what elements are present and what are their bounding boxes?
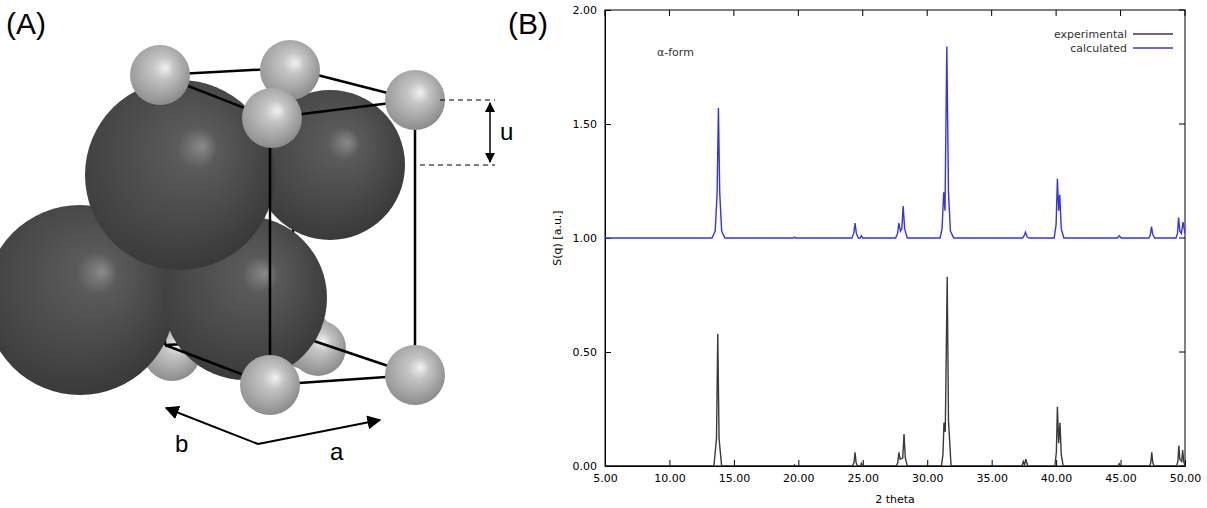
x-tick: 35.00 (976, 460, 1008, 485)
y-tick-mark-right (1179, 466, 1185, 467)
x-tick: 25.00 (848, 460, 880, 485)
dimension-label: u (500, 118, 513, 145)
plot-lines (605, 46, 1185, 466)
y-tick: 1.50 (573, 118, 612, 131)
y-tick-label: 0.00 (573, 460, 598, 473)
y-tick: 2.00 (573, 4, 612, 17)
x-tick-label: 25.00 (848, 472, 880, 485)
panel-b: (B) 5.00 10.00 15.00 20.00 25.00 30.00 35.00 40.… (508, 4, 1201, 506)
cell-edge (269, 118, 272, 385)
panel-label: (A) (6, 7, 46, 40)
x-tick: 10.00 (654, 460, 686, 485)
x-tick-mark (927, 460, 928, 466)
y-tick-mark-right (1179, 124, 1185, 125)
x-tick: 15.00 (719, 460, 751, 485)
x-tick-mark (669, 460, 670, 466)
x-axis-title: 2 theta (875, 493, 915, 506)
legend-swatch (1133, 47, 1173, 49)
plot-frame (605, 10, 1185, 466)
x-tick: 30.00 (912, 460, 944, 485)
x-tick-label: 45.00 (1105, 472, 1137, 485)
cation (385, 345, 445, 405)
x-tick-mark-top (669, 10, 670, 16)
x-tick: 20.00 (783, 460, 815, 485)
x-tick: 40.00 (1041, 460, 1073, 485)
legend-swatch (1133, 33, 1173, 35)
y-tick-mark (605, 466, 611, 467)
x-tick-label: 10.00 (654, 472, 686, 485)
y-tick-mark (605, 124, 611, 125)
legend-label: calculated (1070, 42, 1127, 55)
y-tick-label: 0.50 (573, 346, 598, 359)
guide-line (440, 100, 495, 101)
x-tick-mark-top (1120, 10, 1121, 16)
y-tick-label: 2.00 (573, 4, 598, 17)
x-tick-mark (1185, 460, 1186, 466)
y-tick-label: 1.50 (573, 118, 598, 131)
x-tick-mark (992, 460, 993, 466)
series-line (605, 46, 1185, 238)
y-tick-mark-right (1179, 10, 1185, 11)
y-tick-mark (605, 352, 611, 353)
x-tick: 50.00 (1170, 460, 1202, 485)
cation (240, 355, 300, 415)
panel-label: (B) (508, 7, 548, 40)
x-tick-mark (798, 460, 799, 466)
axis-letter: b (175, 430, 188, 457)
y-tick-mark-right (1179, 238, 1185, 239)
x-tick-label: 20.00 (783, 472, 815, 485)
cation (385, 70, 445, 130)
x-tick-mark-top (733, 10, 734, 16)
x-tick-mark-top (991, 10, 992, 16)
annotation: α-form (657, 46, 694, 59)
x-tick-label: 30.00 (912, 472, 944, 485)
x-tick: 45.00 (1105, 460, 1137, 485)
y-axis-title: S(q) [a.u.] (551, 210, 564, 265)
y-tick-mark-right (1179, 352, 1185, 353)
guide-line (420, 165, 495, 166)
dimension-arrow (489, 103, 491, 162)
panel-a: (A) u b a (0, 7, 513, 465)
x-tick-mark-top (862, 10, 863, 16)
series-line (605, 277, 1185, 466)
figure: (A) u b a (B) 5.00 10.00 15.00 20.00 25.00 30.00 35… (0, 0, 1207, 508)
y-tick: 0.00 (573, 460, 612, 473)
axis-letter: a (330, 438, 344, 465)
cation (242, 88, 302, 148)
x-axis-line (606, 466, 1186, 467)
legend-label: experimental (1054, 28, 1127, 41)
axis-arrow (258, 420, 380, 444)
cell-edge (414, 100, 417, 375)
x-tick-mark-top (927, 10, 928, 16)
x-tick-label: 5.00 (593, 472, 618, 485)
x-tick-label: 15.00 (719, 472, 751, 485)
y-tick-mark (605, 10, 611, 11)
x-tick-mark (1056, 460, 1057, 466)
x-tick-mark (734, 460, 735, 466)
x-tick-label: 50.00 (1170, 472, 1202, 485)
x-tick-label: 35.00 (976, 472, 1008, 485)
x-tick-mark-top (1056, 10, 1057, 16)
x-tick-label: 40.00 (1041, 472, 1073, 485)
y-tick: 0.50 (573, 346, 612, 359)
x-tick-mark-top (798, 10, 799, 16)
x-tick-mark-top (1185, 10, 1186, 16)
y-tick-label: 1.00 (573, 232, 598, 245)
legend: experimentalcalculated (1054, 28, 1173, 55)
cation (130, 45, 190, 105)
